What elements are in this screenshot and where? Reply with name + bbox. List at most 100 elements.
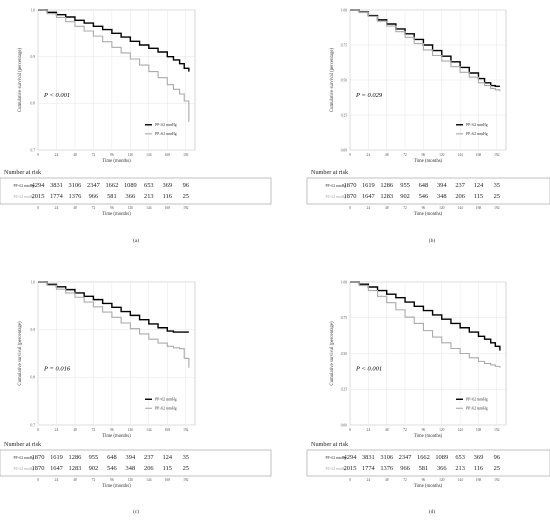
x-tick-label: 0 (37, 428, 39, 432)
y-tick-label: 0.7 (31, 423, 36, 427)
risk-cell: 2015 (32, 193, 45, 200)
risk-table-title: Number at risk (4, 441, 42, 448)
risk-x-tick-label: 144 (457, 478, 463, 482)
risk-x-tick-label: 168 (165, 478, 171, 482)
y-tick-label: 0.9 (31, 55, 36, 59)
risk-table-frame (306, 177, 550, 205)
risk-x-tick-label: 168 (476, 478, 482, 482)
y-tick-label: 0.8 (31, 376, 36, 380)
risk-x-tick-label: 120 (439, 206, 445, 210)
risk-cell: 1774 (50, 193, 64, 200)
risk-cell: 581 (419, 465, 429, 472)
risk-cell: 3106 (69, 182, 82, 189)
plot-area (37, 9, 196, 151)
panel-label: (a) (133, 237, 139, 244)
risk-cell: 2347 (399, 454, 413, 461)
legend-label: PP<62 mmHg (466, 123, 488, 127)
risk-x-tick-label: 24 (367, 478, 371, 482)
risk-row-label: PP≥62 mmHg (14, 195, 35, 199)
x-tick-label: 120 (128, 153, 134, 157)
legend-label: PP<62 mmHg (155, 398, 177, 402)
risk-cell: 955 (400, 182, 410, 189)
risk-cell: 25 (494, 193, 500, 200)
risk-x-tick-label: 168 (476, 206, 482, 210)
risk-cell: 96 (183, 182, 189, 189)
risk-x-axis-label: Time (months) (414, 484, 443, 489)
risk-cell: 3831 (50, 182, 63, 189)
risk-cell: 1619 (362, 182, 375, 189)
y-tick-label: 0.50 (341, 78, 347, 82)
risk-x-tick-label: 96 (422, 206, 426, 210)
risk-cell: 4294 (32, 182, 46, 189)
risk-x-tick-label: 24 (367, 206, 371, 210)
x-tick-label: 96 (422, 153, 426, 157)
risk-table-frame (306, 449, 550, 477)
risk-table-title: Number at risk (311, 441, 349, 448)
x-tick-label: 168 (476, 428, 482, 432)
y-tick-label: 1.00 (341, 280, 347, 284)
risk-cell: 25 (494, 465, 500, 472)
risk-x-tick-label: 120 (128, 206, 134, 210)
risk-cell: 1870 (344, 193, 357, 200)
risk-x-tick-label: 72 (92, 478, 96, 482)
risk-cell: 348 (437, 193, 447, 200)
risk-cell: 966 (400, 465, 410, 472)
risk-x-tick-label: 0 (349, 206, 351, 210)
y-tick-label: 0.75 (341, 43, 347, 47)
panel-label: (d) (429, 508, 436, 515)
risk-x-tick-label: 192 (183, 478, 189, 482)
p-value-annotation: P < 0.001 (43, 92, 70, 99)
series-line-high-pp (350, 9, 501, 92)
x-tick-label: 120 (128, 428, 134, 432)
y-tick-label: 0.7 (31, 148, 36, 152)
x-tick-label: 0 (349, 153, 351, 157)
x-tick-label: 24 (367, 153, 371, 157)
x-tick-label: 168 (165, 428, 171, 432)
series-line-low-pp (38, 281, 189, 333)
risk-x-tick-label: 48 (73, 478, 77, 482)
risk-cell: 394 (126, 454, 136, 461)
risk-x-tick-label: 96 (110, 478, 114, 482)
panel-1: 0 24 48 72 96 120 144 168 192 0.00 0.25 0.50 0.75 1.0… (306, 8, 550, 244)
risk-cell: 1283 (380, 193, 393, 200)
risk-cell: 369 (474, 454, 484, 461)
risk-cell: 213 (455, 465, 465, 472)
risk-cell: 1619 (50, 454, 63, 461)
x-tick-label: 120 (439, 153, 445, 157)
risk-cell: 115 (474, 193, 483, 200)
x-tick-label: 120 (439, 428, 445, 432)
risk-x-tick-label: 72 (92, 206, 96, 210)
x-tick-label: 96 (110, 428, 114, 432)
risk-x-tick-label: 96 (110, 206, 114, 210)
risk-cell: 366 (437, 465, 447, 472)
risk-cell: 1870 (344, 182, 357, 189)
x-tick-label: 72 (92, 153, 96, 157)
risk-cell: 4294 (344, 454, 358, 461)
y-axis-label: Cumulative survival (percentage) (330, 321, 335, 386)
risk-cell: 394 (437, 182, 447, 189)
y-axis-label: Cumulative survival (percentage) (330, 47, 335, 112)
x-tick-label: 24 (55, 428, 59, 432)
risk-cell: 955 (89, 454, 99, 461)
panel-2: 0 24 48 72 96 120 144 168 192 0.7 0.8 0.9 1.0 Time (m… (0, 280, 272, 515)
y-tick-label: 1.0 (31, 8, 36, 12)
y-tick-label: 0.25 (341, 388, 347, 392)
x-tick-label: 192 (494, 428, 500, 432)
risk-cell: 966 (89, 193, 99, 200)
risk-cell: 546 (419, 193, 429, 200)
risk-cell: 1647 (362, 193, 376, 200)
y-tick-label: 0.75 (341, 316, 347, 320)
risk-table-frame (0, 177, 272, 205)
y-tick-label: 0.00 (341, 148, 347, 152)
risk-row-label: PP<62 mmHg (326, 456, 347, 460)
p-value-annotation: P < 0.001 (355, 366, 382, 373)
legend-label: PP<62 mmHg (466, 398, 488, 402)
x-tick-label: 0 (349, 428, 351, 432)
risk-x-tick-label: 0 (349, 478, 351, 482)
risk-cell: 1286 (69, 454, 82, 461)
risk-cell: 237 (455, 182, 465, 189)
y-axis-label: Cumulative survival (percentage) (18, 321, 23, 386)
risk-cell: 206 (455, 193, 465, 200)
risk-x-axis-label: Time (months) (102, 212, 131, 217)
y-tick-label: 0.9 (31, 328, 36, 332)
